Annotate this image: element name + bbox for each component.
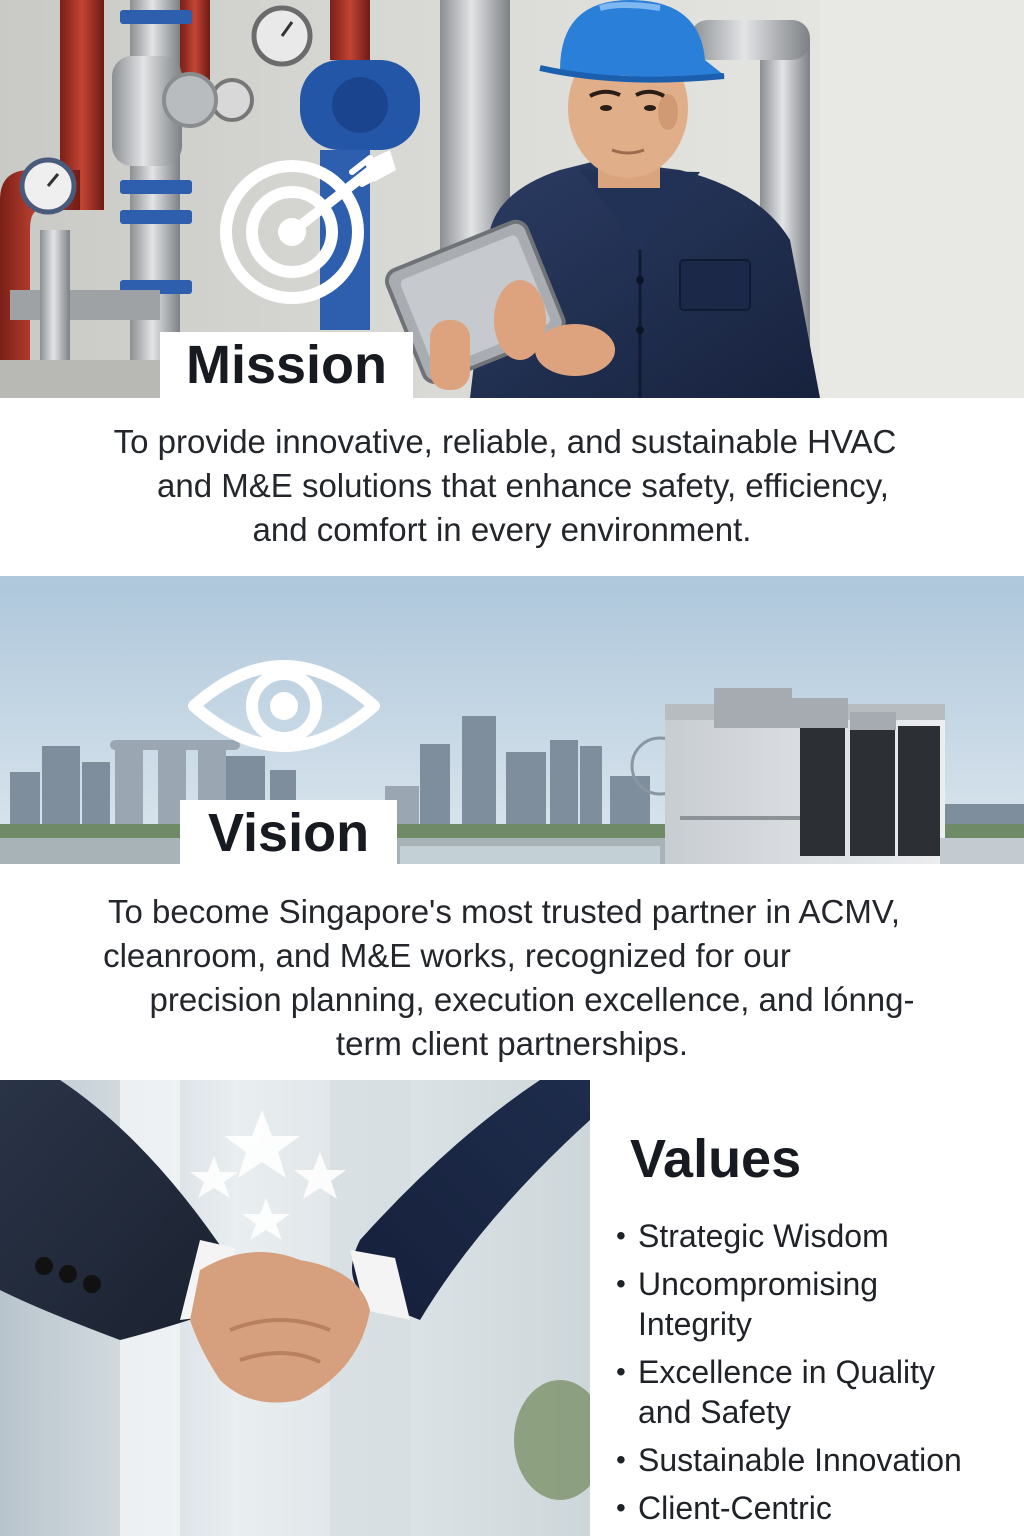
- vision-title: Vision: [180, 800, 398, 866]
- vision-line: precision planning, execution excellence…: [149, 981, 915, 1018]
- vision-hero-image: [0, 576, 1024, 864]
- handshake-image: [0, 1080, 590, 1536]
- stars-icon: [190, 1110, 346, 1240]
- mission-line: To provide innovative, reliable, and sus…: [113, 423, 897, 460]
- mission-line: and M&E solutions that enhance safety, e…: [157, 467, 889, 504]
- values-list: Strategic Wisdom Uncompromising Integrit…: [612, 1216, 1018, 1536]
- mission-line: and comfort in every environment.: [252, 511, 752, 548]
- target-icon: [220, 150, 396, 304]
- value-item: Uncompromising Integrity: [612, 1264, 938, 1344]
- mission-title: Mission: [160, 332, 414, 398]
- value-item: Sustainable Innovation: [612, 1440, 1018, 1480]
- value-item: Strategic Wisdom: [612, 1216, 1018, 1256]
- value-item: Client-Centric: [612, 1488, 1018, 1528]
- vision-line: cleanroom, and M&E works, recognized for…: [103, 937, 791, 974]
- vision-statement: To become Singapore's most trusted partn…: [0, 890, 1024, 1066]
- vision-line: term client partnerships.: [335, 1025, 689, 1062]
- mission-hero-image: [0, 0, 1024, 398]
- values-panel: Values Strategic Wisdom Uncompromising I…: [590, 1080, 1024, 1536]
- value-item: Excellence in Quality and Safety: [612, 1352, 978, 1432]
- values-title: Values: [630, 1129, 802, 1189]
- vision-line: To become Singapore's most trusted partn…: [108, 893, 900, 930]
- eye-icon: [188, 660, 380, 752]
- mission-statement: To provide innovative, reliable, and sus…: [0, 420, 1024, 552]
